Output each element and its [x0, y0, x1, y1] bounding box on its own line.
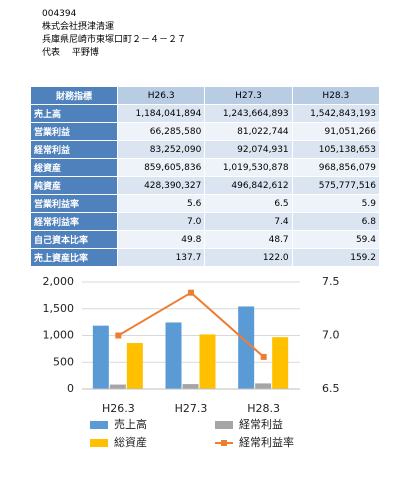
x-tick-label: H28.3	[247, 402, 280, 415]
line-marker	[115, 332, 122, 339]
legend-swatch	[90, 439, 108, 447]
table-cell: 91,051,266	[291, 122, 381, 141]
table-cell: 496,842,612	[204, 176, 293, 195]
table-cell: H27.3	[204, 86, 293, 105]
finance-table: 財務指標 H26.3 H27.3 H28.3 売上高 1,184,041,894 1,243…	[30, 86, 381, 267]
bar	[126, 342, 143, 389]
table-cell: 92,074,931	[204, 140, 293, 159]
table-cell: 経常利益	[30, 140, 118, 159]
table-cell: 66,285,580	[116, 122, 206, 141]
table-cell: 83,252,090	[116, 140, 206, 159]
table-cell: 経常利益率	[30, 212, 118, 231]
table-row: 経常利益率 7.0 7.4 6.8	[30, 212, 381, 231]
table-cell: 1,019,530,878	[204, 158, 293, 177]
table-row: 売上資産比率 137.7 122.0 159.2	[30, 248, 381, 267]
line-marker	[188, 289, 194, 296]
legend-label: 売上高	[114, 417, 147, 431]
table-row: 営業利益 66,285,580 81,022,744 91,051,266	[30, 122, 381, 141]
table-cell: 1,542,843,193	[291, 104, 381, 123]
code: 004394	[42, 9, 77, 19]
table-cell: 7.4	[204, 212, 293, 231]
y-tick-label: 1,500	[43, 302, 75, 315]
bar	[255, 383, 272, 389]
table-cell: 売上資産比率	[30, 248, 118, 267]
table-cell: H28.3	[291, 86, 381, 105]
table-cell: 純資産	[30, 176, 118, 195]
table-cell: 営業利益	[30, 122, 118, 141]
table-cell: 5.6	[116, 194, 206, 213]
table-cell: 1,184,041,894	[116, 104, 206, 123]
line-marker	[260, 353, 267, 360]
table-cell: 自己資本比率	[30, 230, 118, 249]
table-cell: 428,390,327	[116, 176, 206, 195]
legend-swatch	[90, 421, 108, 429]
header: 004394 株式会社摂津清運 兵庫県尼崎市東塚口町２－４－２７ 代表 平野博	[42, 8, 186, 60]
table-cell: 81,022,744	[204, 122, 293, 141]
table-row: 営業利益率 5.6 6.5 5.9	[30, 194, 381, 213]
table-cell: 7.0	[116, 212, 206, 231]
table-row: 売上高 1,184,041,894 1,243,664,893 1,542,843,1…	[30, 104, 381, 123]
y-tick-label: 1,000	[43, 329, 75, 342]
bar	[109, 384, 126, 389]
table-cell: 159.2	[291, 248, 381, 267]
y2-tick-label: 6.5	[322, 382, 340, 395]
legend-marker	[221, 440, 227, 446]
y-tick-label: 0	[67, 382, 74, 395]
chart: 0 500 1,000 1,500 2,000 6.5 7.0 7.5 H26.3 H27.3 H2…	[43, 275, 340, 449]
legend-label: 経常利益率	[239, 435, 294, 449]
table-cell: 59.4	[291, 230, 381, 249]
table-cell: 859,605,836	[116, 158, 206, 177]
bar	[182, 384, 199, 389]
bar	[272, 337, 289, 389]
table-cell: 575,777,516	[291, 176, 381, 195]
y2-tick-label: 7.5	[322, 275, 340, 288]
y-tick-label: 500	[53, 355, 74, 368]
y-tick-label: 2,000	[43, 275, 75, 288]
table-cell: 49.8	[116, 230, 206, 249]
address: 兵庫県尼崎市東塚口町２－４－２７	[42, 35, 187, 45]
table-cell: 総資産	[30, 158, 118, 177]
table-row: 財務指標 H26.3 H27.3 H28.3	[30, 86, 381, 105]
legend-label: 総資産	[114, 435, 147, 449]
table-cell: 968,856,079	[291, 158, 381, 177]
table-row: 純資産 428,390,327 496,842,612 575,777,516	[30, 176, 381, 195]
table-cell: 122.0	[204, 248, 293, 267]
representative: 代表 平野博	[42, 48, 99, 58]
bar	[199, 334, 216, 389]
table-cell: 105,138,653	[291, 140, 381, 159]
table-cell: 5.9	[291, 194, 381, 213]
table-cell: 6.8	[291, 212, 381, 231]
bar	[165, 322, 182, 389]
table-row: 経常利益 83,252,090 92,074,931 105,138,653	[30, 140, 381, 159]
y2-tick-label: 7.0	[322, 329, 340, 342]
table-cell: H26.3	[116, 86, 206, 105]
table-cell: 売上高	[30, 104, 118, 123]
legend-swatch	[215, 421, 233, 429]
table-cell: 137.7	[116, 248, 206, 267]
table-row: 自己資本比率 49.8 48.7 59.4	[30, 230, 381, 249]
table-cell: 財務指標	[30, 86, 118, 105]
table-cell: 6.5	[204, 194, 293, 213]
table-cell: 48.7	[204, 230, 293, 249]
x-tick-label: H27.3	[175, 402, 208, 415]
table-row: 総資産 859,605,836 1,019,530,878 968,856,079	[30, 158, 381, 177]
legend-label: 経常利益	[239, 417, 283, 431]
table-cell: 営業利益率	[30, 194, 118, 213]
table-cell: 1,243,664,893	[204, 104, 293, 123]
bar	[238, 306, 255, 389]
x-tick-label: H26.3	[102, 402, 135, 415]
bar	[92, 325, 109, 389]
company: 株式会社摂津清運	[42, 22, 115, 32]
